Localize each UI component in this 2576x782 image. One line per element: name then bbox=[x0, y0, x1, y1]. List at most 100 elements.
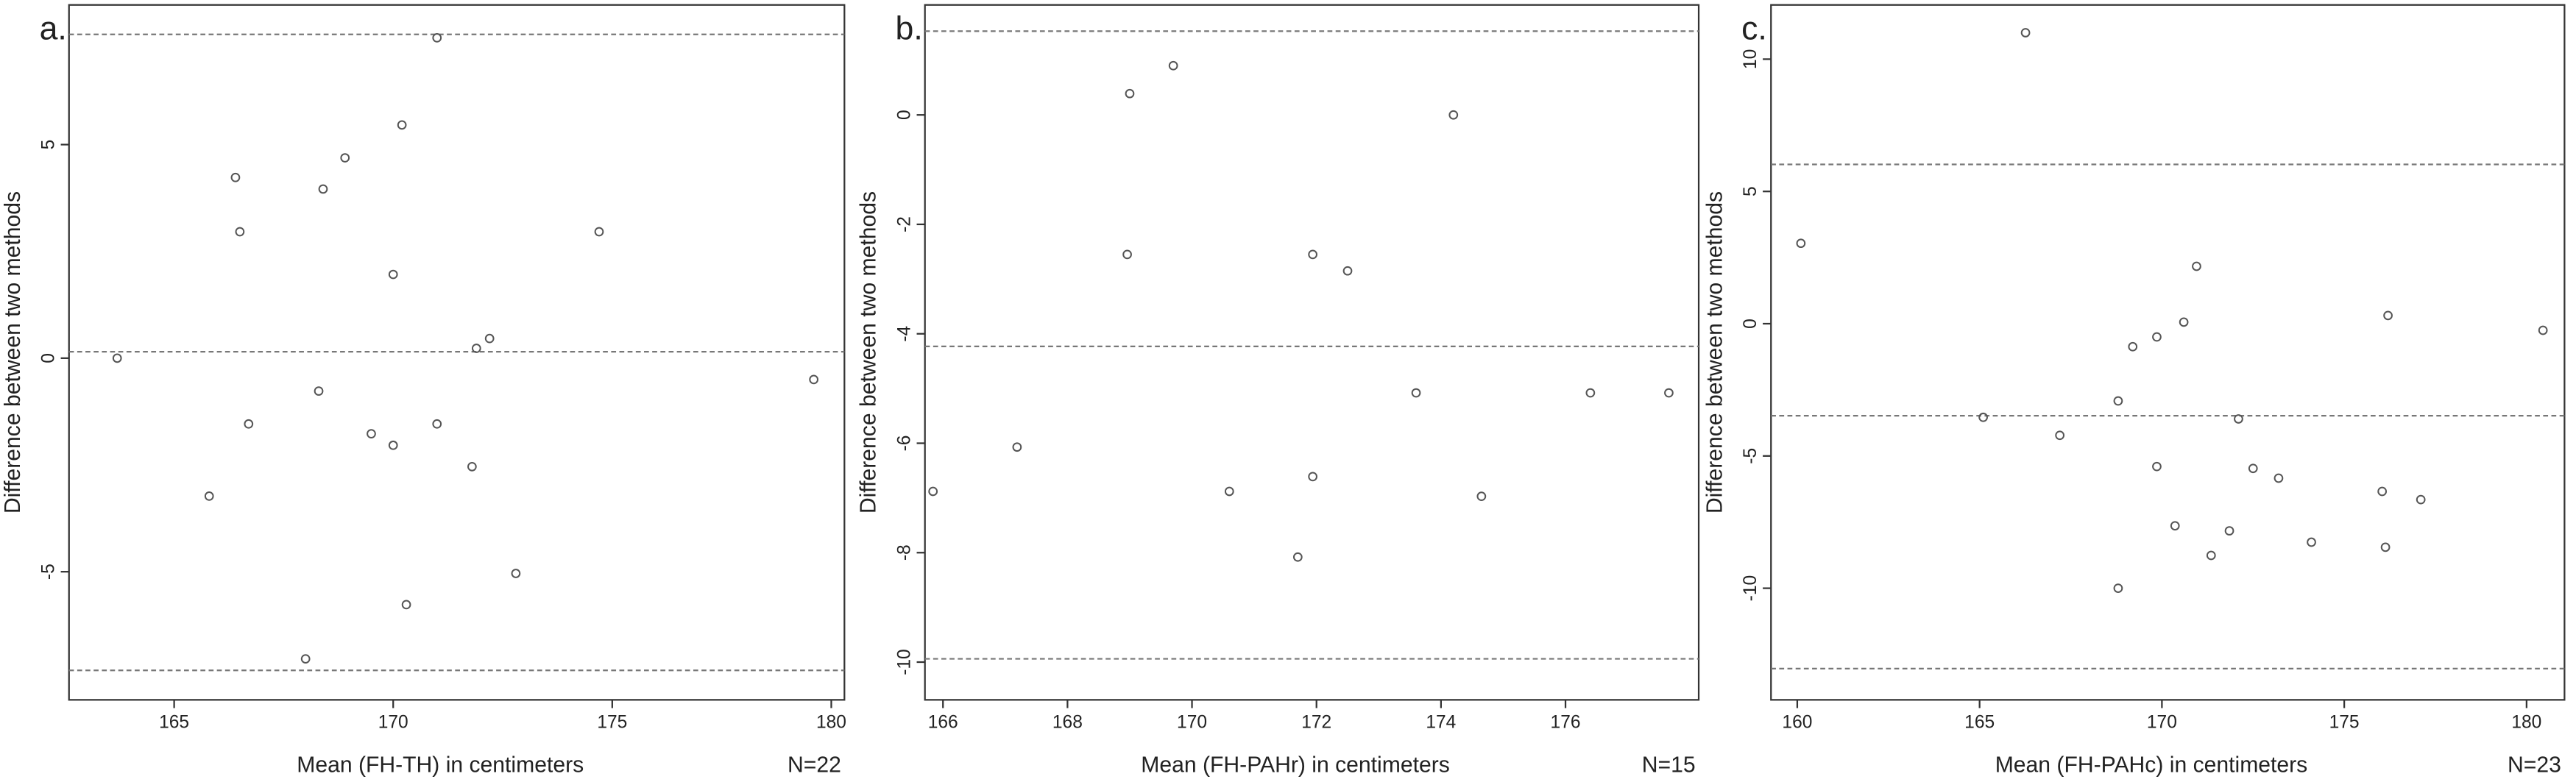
point bbox=[1342, 266, 1353, 276]
point bbox=[397, 120, 407, 130]
x-tick-label: 170 bbox=[2147, 712, 2177, 732]
y-tick-label: 0 bbox=[1741, 319, 1761, 329]
point bbox=[1476, 491, 1487, 502]
x-tick-label: 170 bbox=[378, 712, 408, 732]
point bbox=[2274, 473, 2284, 483]
point bbox=[484, 333, 495, 344]
point bbox=[2538, 325, 2548, 335]
point bbox=[2055, 430, 2065, 441]
point bbox=[112, 353, 122, 363]
point bbox=[2377, 486, 2388, 497]
point bbox=[1308, 472, 1317, 482]
point bbox=[432, 33, 442, 43]
point bbox=[235, 227, 245, 237]
y-tick-label: -10 bbox=[895, 649, 915, 675]
point bbox=[401, 600, 411, 610]
point bbox=[2152, 461, 2162, 472]
x-tick-label: 175 bbox=[2329, 712, 2360, 732]
panel-label: c. bbox=[1741, 11, 1767, 47]
point bbox=[432, 419, 442, 429]
x-tick-label: 180 bbox=[816, 712, 846, 732]
annotation: N=15 bbox=[1642, 753, 1696, 778]
point bbox=[204, 491, 214, 501]
y-tick-label: -5 bbox=[1741, 448, 1761, 464]
point bbox=[2152, 332, 2162, 342]
x-tick-label: 176 bbox=[1551, 712, 1581, 732]
y-tick-label: -6 bbox=[895, 436, 915, 452]
x-tick-label: 175 bbox=[597, 712, 627, 732]
y-tick-label: -5 bbox=[39, 564, 59, 580]
point bbox=[367, 429, 376, 438]
x-tick-label: 172 bbox=[1301, 712, 1331, 732]
point bbox=[2416, 494, 2426, 505]
x-axis-label: Mean (FH-PAHr) in centimeters bbox=[1141, 753, 1450, 778]
y-tick-label: 5 bbox=[39, 140, 59, 150]
point bbox=[1664, 388, 1674, 398]
point bbox=[388, 440, 398, 450]
point bbox=[2128, 341, 2138, 352]
x-tick-label: 180 bbox=[2511, 712, 2541, 732]
point bbox=[2383, 310, 2393, 321]
point bbox=[1585, 388, 1596, 398]
point bbox=[511, 569, 521, 578]
point bbox=[2170, 521, 2180, 531]
point bbox=[2380, 542, 2391, 552]
y-tick-label: -8 bbox=[895, 544, 915, 561]
point bbox=[471, 344, 481, 353]
y-tick-label: 0 bbox=[895, 110, 915, 120]
x-tick-label: 165 bbox=[1964, 712, 1995, 732]
point bbox=[467, 461, 477, 472]
point bbox=[1796, 238, 1806, 249]
panel-label: b. bbox=[896, 11, 923, 47]
point bbox=[1308, 249, 1317, 260]
panel-label: a. bbox=[40, 11, 67, 47]
y-axis-label: Difference between two methods bbox=[857, 191, 881, 513]
point bbox=[1292, 552, 1303, 562]
x-tick-label: 166 bbox=[928, 712, 958, 732]
x-tick-label: 160 bbox=[1782, 712, 1812, 732]
y-tick-label: -4 bbox=[895, 326, 915, 342]
x-tick-label: 170 bbox=[1177, 712, 1207, 732]
point bbox=[594, 227, 604, 237]
point bbox=[2179, 317, 2189, 327]
point bbox=[1012, 442, 1022, 452]
point bbox=[2206, 550, 2216, 561]
point bbox=[244, 419, 254, 429]
point bbox=[2192, 261, 2201, 271]
annotation: N=22 bbox=[788, 753, 841, 778]
point bbox=[1125, 88, 1135, 99]
point bbox=[2307, 537, 2316, 547]
y-tick-label: 0 bbox=[39, 353, 59, 363]
point bbox=[2224, 526, 2234, 536]
point bbox=[1224, 486, 1234, 497]
point bbox=[1122, 249, 1132, 260]
y-tick-label: 5 bbox=[1741, 186, 1761, 196]
point bbox=[1168, 60, 1178, 71]
point bbox=[300, 654, 311, 664]
x-tick-label: 168 bbox=[1052, 712, 1083, 732]
plot-frame bbox=[1770, 4, 2566, 701]
x-axis-label: Mean (FH-PAHc) in centimeters bbox=[1995, 753, 2308, 778]
point bbox=[1448, 110, 1459, 120]
point bbox=[314, 386, 324, 396]
y-tick-label: -2 bbox=[895, 216, 915, 232]
point bbox=[318, 184, 328, 194]
point bbox=[2248, 463, 2258, 474]
x-tick-label: 174 bbox=[1426, 712, 1456, 732]
x-axis-label: Mean (FH-TH) in centimeters bbox=[297, 753, 584, 778]
plot-frame bbox=[924, 4, 1700, 701]
point bbox=[809, 374, 819, 385]
y-axis-label: Difference between two methods bbox=[1, 191, 25, 513]
point bbox=[230, 172, 241, 182]
y-tick-label: 10 bbox=[1741, 49, 1761, 69]
y-tick-label: -10 bbox=[1741, 575, 1761, 601]
x-tick-label: 165 bbox=[159, 712, 189, 732]
point bbox=[2113, 396, 2123, 406]
point bbox=[1411, 388, 1421, 398]
point bbox=[388, 269, 398, 280]
point bbox=[1978, 412, 1988, 422]
y-axis-label: Difference between two methods bbox=[1702, 191, 1727, 513]
point bbox=[2234, 414, 2243, 424]
